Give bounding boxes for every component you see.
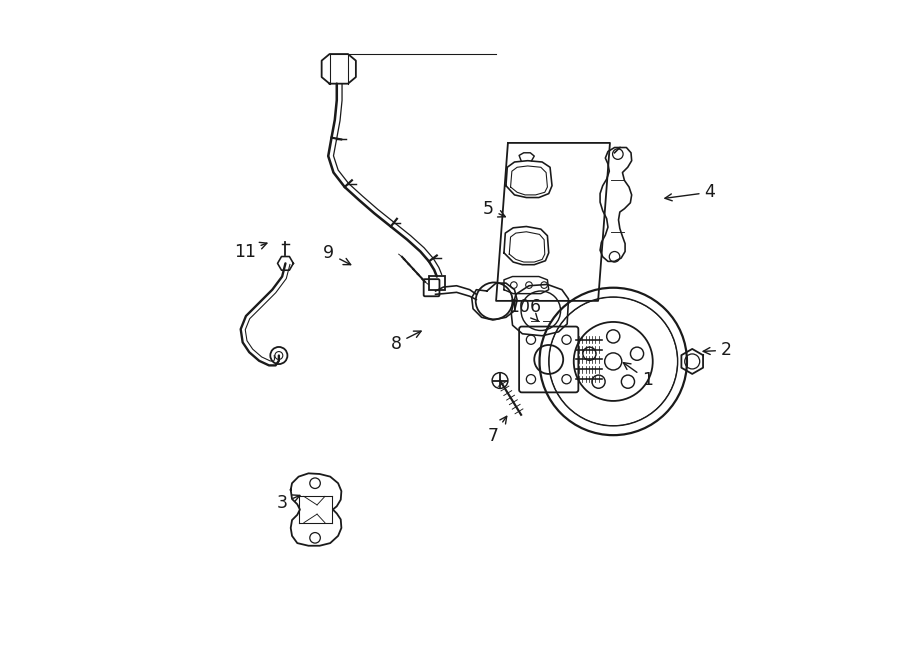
Text: 4: 4 xyxy=(665,183,716,201)
Bar xyxy=(429,276,445,290)
Text: 106: 106 xyxy=(508,298,542,321)
Text: 7: 7 xyxy=(487,416,507,445)
Text: 1: 1 xyxy=(624,363,653,389)
Text: 3: 3 xyxy=(276,494,300,512)
Text: 5: 5 xyxy=(482,200,505,217)
Text: 2: 2 xyxy=(703,341,732,359)
Text: 11: 11 xyxy=(234,243,267,260)
Text: 8: 8 xyxy=(391,331,421,353)
Text: 9: 9 xyxy=(323,245,351,264)
